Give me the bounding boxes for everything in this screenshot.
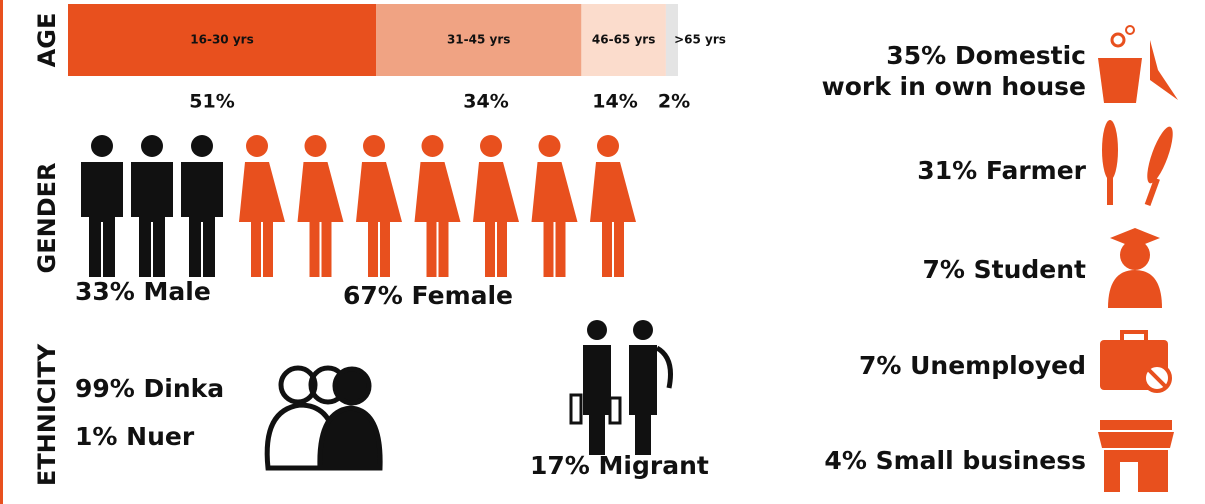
- female-icon: [473, 135, 519, 277]
- body: [181, 162, 223, 277]
- female-icon: [590, 135, 636, 277]
- occupation-label: 7% Unemployed: [859, 351, 1086, 380]
- head: [191, 135, 213, 157]
- male-icon: [181, 135, 223, 277]
- female-icon: [414, 135, 461, 277]
- wheat-icon: [1102, 120, 1173, 207]
- left-border: [0, 0, 3, 504]
- head: [597, 135, 619, 157]
- migrant-icon: [569, 320, 673, 455]
- head: [363, 135, 385, 157]
- age-title: AGE: [33, 13, 61, 68]
- age-value-label: 2%: [658, 91, 690, 113]
- age-category: >65 yrs: [674, 33, 726, 47]
- occupation-label: 7% Student: [922, 255, 1086, 284]
- female-label: 67% Female: [343, 281, 513, 310]
- body: [131, 162, 173, 277]
- male-icon: [81, 135, 123, 277]
- migrant-label: 17% Migrant: [530, 451, 709, 480]
- body: [590, 162, 636, 277]
- body: [239, 162, 285, 277]
- group-icon: [264, 365, 383, 471]
- body: [297, 162, 344, 277]
- age-category: 46-65 yrs: [592, 33, 655, 47]
- head: [538, 135, 561, 157]
- shop-icon: [1098, 420, 1174, 492]
- body: [414, 162, 461, 277]
- age-category: 31-45 yrs: [447, 33, 510, 47]
- age-segment: [68, 4, 377, 76]
- head: [480, 135, 502, 157]
- ethnicity-title: ETHNICITY: [33, 343, 61, 486]
- head: [141, 135, 163, 157]
- body: [356, 162, 402, 277]
- body: [81, 162, 123, 277]
- age-category: 16-30 yrs: [190, 33, 253, 47]
- body: [473, 162, 519, 277]
- student-icon: [1108, 228, 1162, 308]
- occupation-label: 4% Small business: [824, 446, 1086, 475]
- female-icon: [297, 135, 344, 277]
- female-icon: [356, 135, 402, 277]
- gender-title: GENDER: [33, 163, 61, 274]
- age-value-label: 34%: [463, 91, 508, 113]
- ethnicity-item: 99% Dinka: [75, 374, 224, 403]
- age-segment: [376, 4, 582, 76]
- head: [246, 135, 268, 157]
- female-icon: [531, 135, 578, 277]
- occupation-label: work in own house: [822, 72, 1086, 101]
- briefcase-icon: [1100, 330, 1172, 393]
- ethnicity-item: 1% Nuer: [75, 422, 195, 451]
- occupation-label: 35% Domestic: [886, 41, 1086, 70]
- age-segment: [581, 4, 666, 76]
- head: [421, 135, 444, 157]
- bucket-icon: [1098, 25, 1178, 103]
- body: [531, 162, 578, 277]
- head: [91, 135, 113, 157]
- occupation-label: 31% Farmer: [917, 156, 1086, 185]
- head: [304, 135, 327, 157]
- male-icon: [131, 135, 173, 277]
- age-value-label: 51%: [189, 91, 234, 113]
- age-segment: [665, 4, 678, 76]
- male-label: 33% Male: [75, 277, 211, 306]
- female-icon: [239, 135, 285, 277]
- age-value-label: 14%: [592, 91, 637, 113]
